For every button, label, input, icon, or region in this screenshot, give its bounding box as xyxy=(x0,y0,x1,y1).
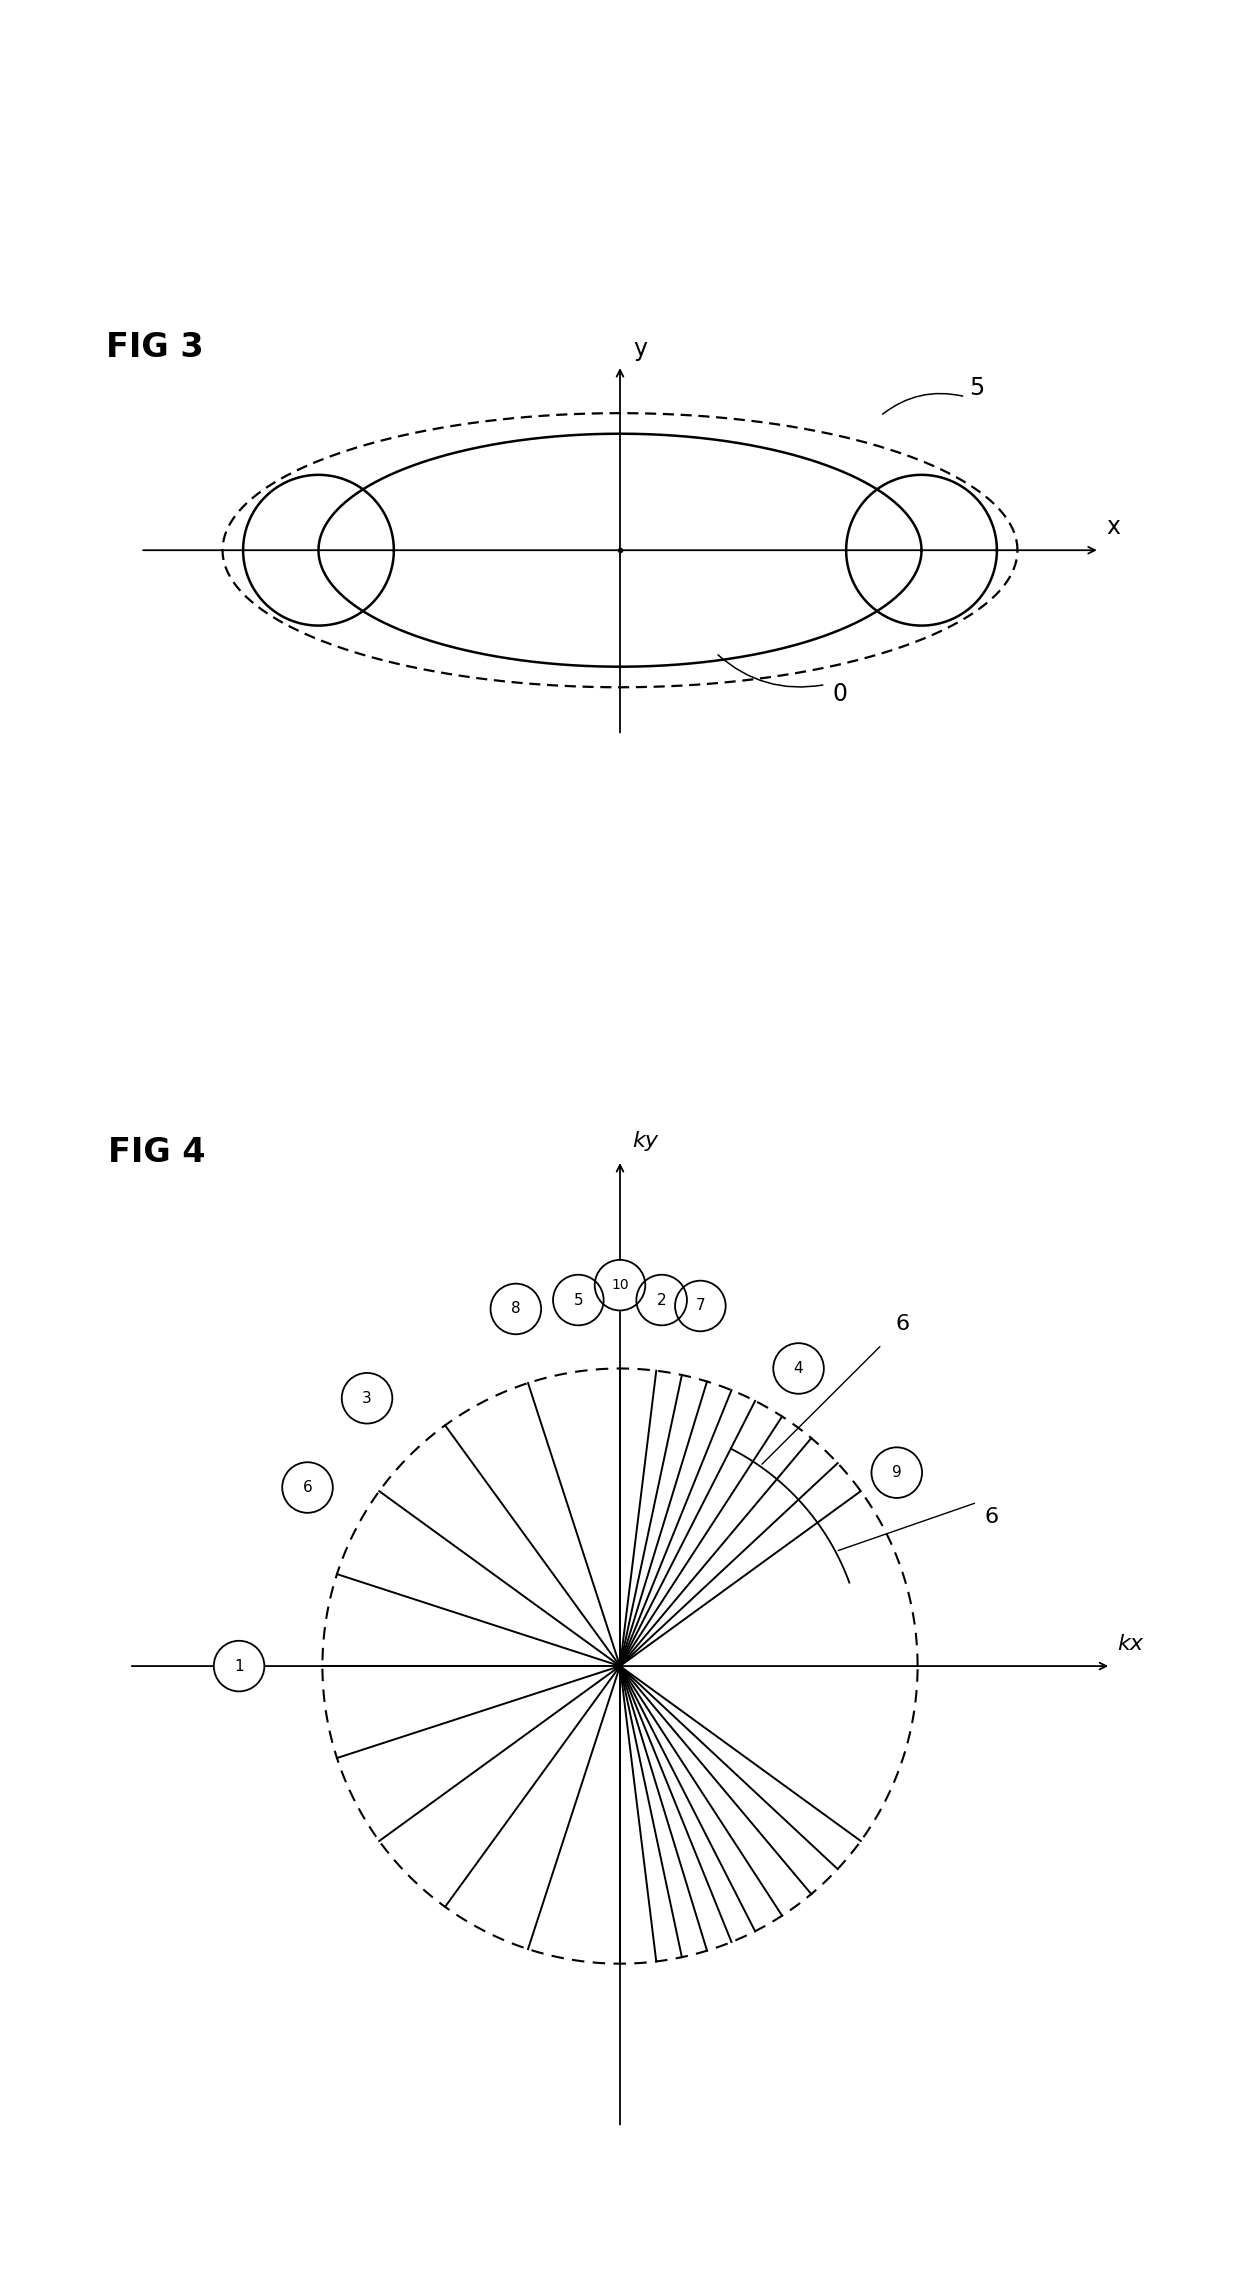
Circle shape xyxy=(213,1641,264,1692)
Text: 5: 5 xyxy=(574,1292,583,1308)
Circle shape xyxy=(491,1283,541,1333)
Text: 5: 5 xyxy=(970,377,985,400)
Circle shape xyxy=(872,1447,923,1498)
Text: kx: kx xyxy=(1117,1635,1143,1655)
Text: 6: 6 xyxy=(895,1313,910,1333)
Text: 6: 6 xyxy=(985,1507,999,1527)
Text: y: y xyxy=(634,338,647,361)
Text: 9: 9 xyxy=(892,1466,901,1479)
Text: 2: 2 xyxy=(657,1292,666,1308)
Circle shape xyxy=(283,1461,332,1514)
Text: 1: 1 xyxy=(234,1657,244,1673)
Circle shape xyxy=(595,1260,645,1310)
Text: 7: 7 xyxy=(696,1299,706,1313)
Circle shape xyxy=(342,1372,392,1425)
Text: 8: 8 xyxy=(511,1301,521,1317)
Text: 10: 10 xyxy=(611,1278,629,1292)
Text: 6: 6 xyxy=(303,1479,312,1495)
Text: 3: 3 xyxy=(362,1390,372,1406)
Text: ky: ky xyxy=(632,1132,658,1151)
Text: FIG 4: FIG 4 xyxy=(108,1137,206,1169)
Circle shape xyxy=(636,1274,687,1326)
Circle shape xyxy=(553,1274,604,1326)
Circle shape xyxy=(774,1342,823,1395)
Text: 4: 4 xyxy=(794,1361,804,1377)
Text: FIG 3: FIG 3 xyxy=(107,331,203,363)
Text: x: x xyxy=(1106,516,1121,539)
Text: 0: 0 xyxy=(832,683,847,705)
Circle shape xyxy=(675,1281,725,1331)
